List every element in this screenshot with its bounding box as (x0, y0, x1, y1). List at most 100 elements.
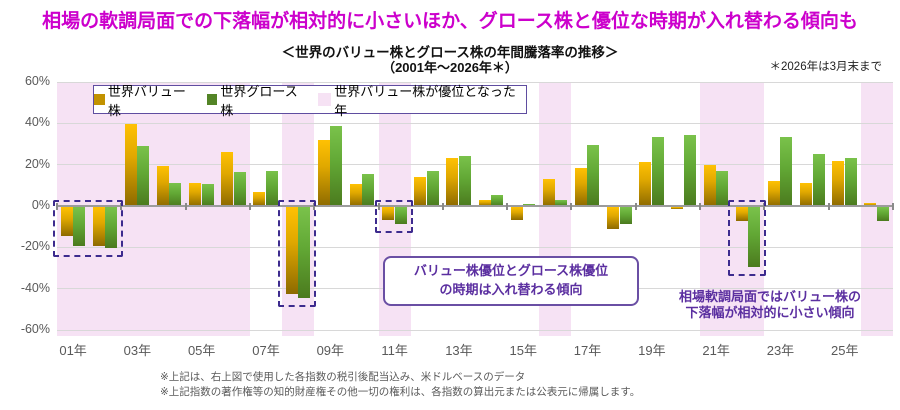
bar-value-2014 (478, 199, 491, 206)
chart-subtitle: ＜世界のバリュー株とグロース株の年間騰落率の推移＞ (281, 45, 619, 60)
axis-tick (570, 202, 573, 210)
growth-swatch-icon (206, 94, 218, 105)
annotation-text: 相場軟調局面ではバリュー株の 下落幅が相対的に小さい傾向 (642, 289, 898, 320)
bar-value-2010 (349, 184, 362, 206)
x-axis-label: 25年 (831, 343, 859, 358)
bar-value-2004 (156, 165, 169, 206)
dashed-highlight-box (278, 200, 317, 307)
axis-tick (699, 202, 702, 210)
footnotes: ※上記は、右上図で使用した各指数の税引後配当込み、米ドルベースのデータ ※上記指… (160, 370, 640, 400)
dashed-highlight-box (728, 200, 767, 276)
x-axis-label: 13年 (445, 343, 473, 358)
bar-growth-2025 (844, 158, 857, 206)
bar-growth-2001 (73, 207, 85, 247)
bar-value-2021 (703, 164, 716, 206)
bar-value-2003 (124, 124, 137, 206)
bar-value-2016 (542, 179, 555, 206)
grid-line (57, 164, 893, 166)
legend-growth-label: 世界グロース株 (220, 83, 298, 118)
bar-growth-2013 (458, 156, 471, 206)
bar-growth-2016 (555, 199, 568, 206)
axis-tick (634, 202, 637, 210)
bar-growth-2020 (683, 134, 696, 206)
grid-line (57, 122, 893, 124)
x-axis-label: 23年 (766, 343, 795, 358)
x-axis-label: 21年 (702, 343, 730, 358)
x-axis-label: 15年 (509, 343, 537, 358)
legend-value-label: 世界バリュー株 (107, 83, 186, 118)
legend-item-value: 世界バリュー株 (94, 81, 198, 119)
value-swatch-icon (94, 94, 105, 105)
axis-tick (892, 202, 894, 210)
bar-growth-2011 (394, 207, 407, 224)
bar-growth-2015 (523, 203, 536, 206)
bar-value-2023 (767, 181, 780, 206)
bar-growth-2007 (265, 170, 278, 206)
bar-growth-2002 (105, 207, 118, 249)
bar-value-2017 (574, 167, 587, 206)
bar-growth-2021 (716, 170, 729, 206)
bar-value-2008 (285, 207, 298, 294)
y-axis-label: 60% (24, 74, 50, 88)
value-advantage-band (57, 82, 250, 336)
axis-tick (441, 202, 444, 210)
bar-growth-2005 (201, 184, 214, 206)
bar-value-2019 (639, 161, 652, 206)
x-axis-label: 07年 (252, 343, 280, 358)
bar-growth-2004 (169, 183, 182, 206)
x-axis-label: 01年 (59, 343, 87, 358)
y-axis-label: 20% (24, 156, 50, 171)
bar-growth-2019 (651, 136, 664, 206)
bar-growth-2012 (426, 170, 439, 206)
bar-growth-2024 (812, 154, 825, 206)
bar-value-2005 (189, 183, 202, 206)
bar-growth-2026 (876, 207, 889, 222)
bar-growth-2017 (587, 145, 600, 206)
bar-value-2013 (446, 158, 459, 206)
x-axis-label: 03年 (123, 343, 152, 358)
zero-axis-line (57, 205, 893, 207)
bar-growth-2022 (748, 207, 761, 267)
bar-value-2009 (317, 139, 330, 206)
axis-tick (506, 202, 509, 210)
annotation-text-line2: 下落幅が相対的に小さい傾向 (685, 304, 855, 320)
legend-band-label: 世界バリュー株が優位となった年 (334, 83, 516, 118)
axis-tick (248, 202, 251, 210)
x-axis-label: 09年 (316, 343, 345, 358)
bar-value-2025 (832, 160, 845, 206)
annotation-box-line2: の時期は入れ替わる傾向 (439, 282, 583, 297)
dashed-highlight-box (374, 200, 413, 233)
footnote-line2: ※上記指数の著作権等の知的財産権その他一切の権利は、各指数の算出元または公表元に… (160, 386, 641, 399)
annotation-box-line1: バリュー株優位とグロース株優位 (413, 263, 609, 279)
axis-tick (377, 202, 380, 210)
bar-growth-2023 (780, 136, 793, 206)
y-axis-label: -60% (20, 322, 50, 336)
grid-line (57, 329, 893, 331)
dashed-highlight-box (53, 200, 124, 258)
bar-growth-2018 (619, 207, 632, 224)
y-axis-label: 40% (24, 115, 50, 130)
bar-growth-2009 (330, 126, 343, 206)
bar-value-2001 (60, 207, 73, 236)
bar-value-2018 (607, 207, 620, 229)
axis-tick (56, 202, 58, 210)
asterisk-note: ＊2026年は3月末まで (769, 61, 882, 73)
legend: 世界バリュー株 世界グロース株 世界バリュー株が優位となった年 (93, 84, 527, 118)
axis-tick (184, 202, 187, 210)
bar-value-2012 (414, 177, 427, 206)
grid-line (57, 81, 893, 83)
legend-item-growth: 世界グロース株 (206, 81, 310, 119)
y-axis-label: -40% (20, 280, 50, 295)
bar-growth-2006 (233, 171, 246, 206)
x-axis-label: 19年 (638, 343, 666, 358)
band-swatch-icon (318, 93, 332, 106)
x-axis-label: 17年 (573, 343, 602, 358)
x-axis-label: 11年 (381, 343, 408, 358)
bar-growth-2008 (298, 207, 311, 298)
bar-growth-2003 (137, 146, 150, 206)
annotation-text-line1: 相場軟調局面ではバリュー株の (678, 289, 861, 304)
bar-value-2007 (253, 191, 266, 206)
bar-value-2024 (800, 183, 813, 206)
bar-value-2022 (735, 207, 748, 222)
